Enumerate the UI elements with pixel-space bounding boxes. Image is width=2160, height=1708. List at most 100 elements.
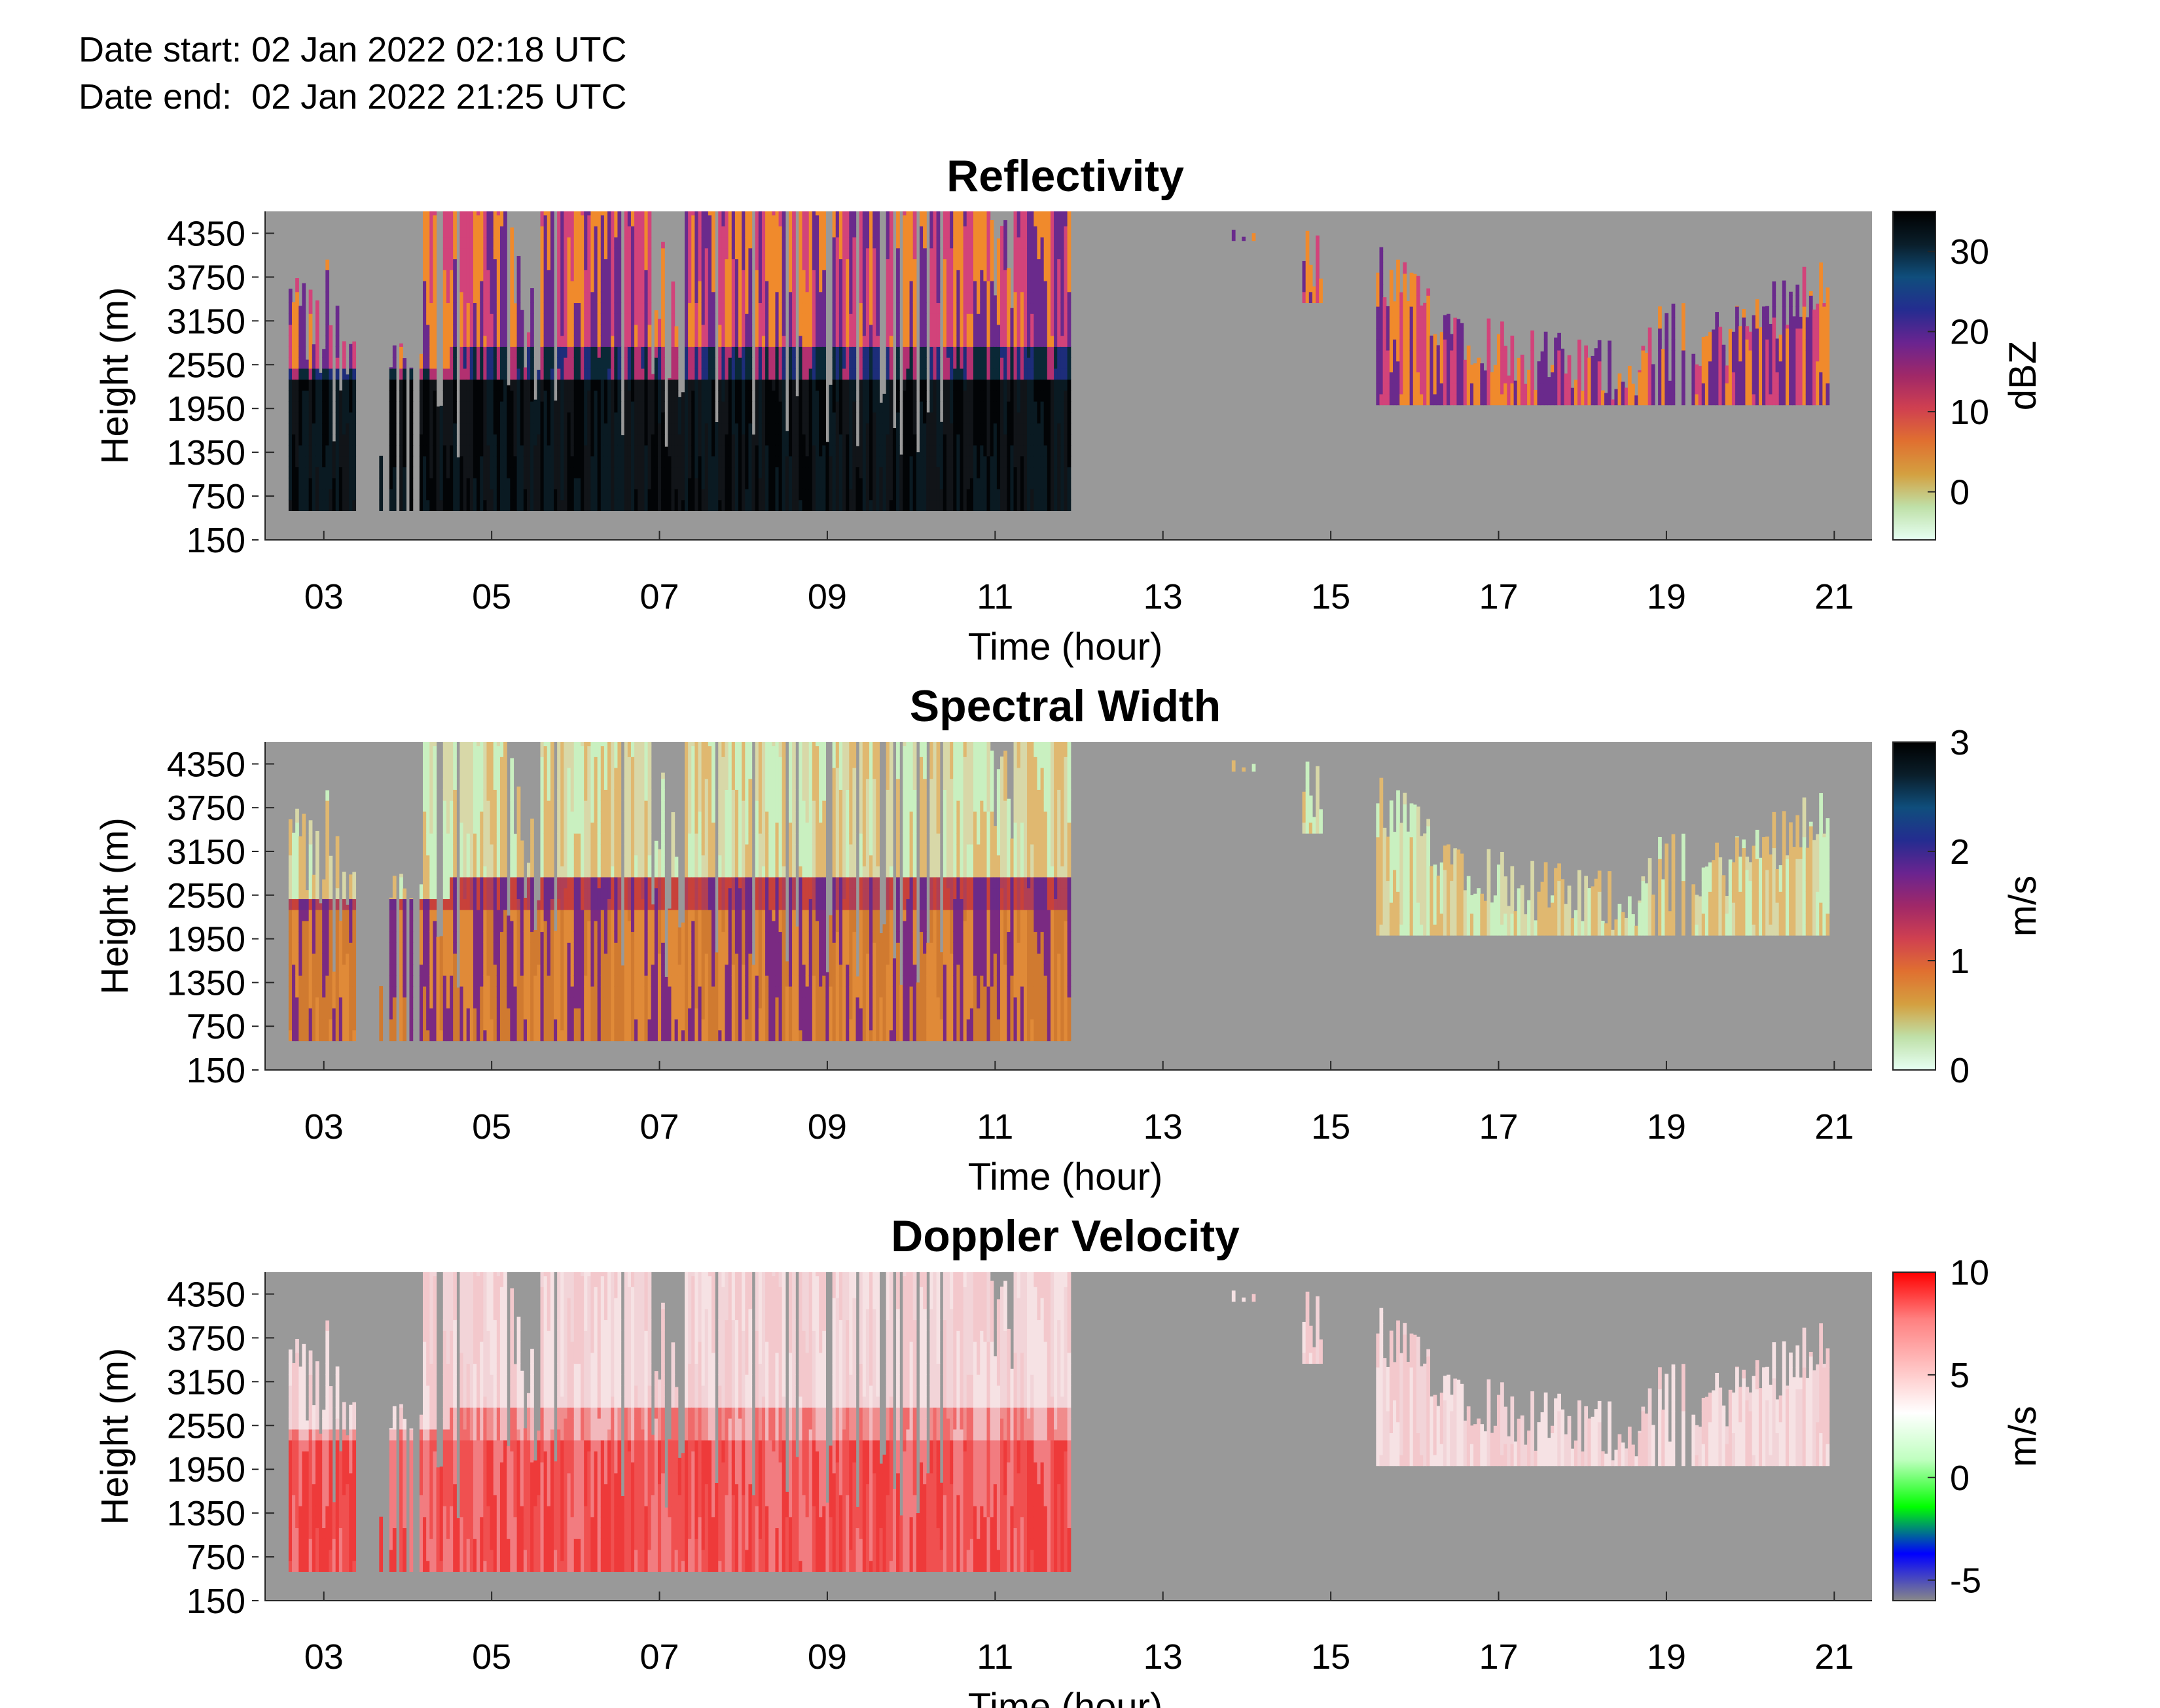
heatmap-cell xyxy=(533,499,537,511)
heatmap-cell xyxy=(654,412,658,424)
heatmap-cell xyxy=(302,346,306,358)
heatmap-cell xyxy=(547,368,551,380)
heatmap-cell xyxy=(647,302,652,314)
heatmap-cell xyxy=(439,455,444,468)
heatmap-cell xyxy=(597,401,602,413)
heatmap-cell xyxy=(499,346,504,358)
heatmap-cell xyxy=(933,357,937,369)
heatmap-cell xyxy=(392,346,397,358)
heatmap-cell xyxy=(873,434,876,446)
heatmap-cell xyxy=(469,258,474,270)
heatmap-cell xyxy=(933,423,937,435)
heatmap-cell xyxy=(738,226,742,238)
heatmap-cell xyxy=(600,423,605,435)
heatmap-cell xyxy=(322,467,326,478)
heatmap-cell xyxy=(493,324,497,336)
heatmap-cell xyxy=(691,237,695,249)
heatmap-cell xyxy=(630,499,635,511)
heatmap-cell xyxy=(882,412,887,424)
heatmap-cell xyxy=(477,258,480,270)
heatmap-cell xyxy=(849,302,853,314)
heatmap-cell xyxy=(808,211,813,216)
heatmap-cell xyxy=(966,357,971,369)
heatmap-cell xyxy=(969,211,974,216)
heatmap-cell xyxy=(990,455,994,468)
heatmap-cell xyxy=(1013,313,1018,325)
heatmap-cell xyxy=(684,412,689,424)
heatmap-cell xyxy=(936,401,941,413)
heatmap-cell xyxy=(694,478,699,489)
heatmap-cell xyxy=(956,215,961,226)
heatmap-cell xyxy=(745,291,749,304)
heatmap-cell xyxy=(1027,302,1031,314)
heatmap-cell xyxy=(510,434,514,446)
heatmap-cell xyxy=(842,247,846,260)
heatmap-cell xyxy=(993,455,998,468)
heatmap-cell xyxy=(319,467,323,478)
heatmap-cell xyxy=(560,412,564,424)
heatmap-cell xyxy=(1020,324,1024,336)
heatmap-cell xyxy=(946,499,950,511)
heatmap-cell xyxy=(1043,444,1048,457)
heatmap-cell xyxy=(647,478,652,489)
heatmap-cell xyxy=(329,412,333,424)
heatmap-cell xyxy=(950,211,954,216)
heatmap-cell xyxy=(624,237,628,249)
heatmap-cell xyxy=(748,280,753,293)
heatmap-cell xyxy=(953,270,957,281)
heatmap-cell xyxy=(808,412,813,424)
heatmap-cell xyxy=(590,237,595,249)
heatmap-cell xyxy=(977,368,981,380)
heatmap-cell xyxy=(734,434,739,446)
heatmap-cell xyxy=(728,401,732,413)
heatmap-cell xyxy=(859,357,863,369)
heatmap-cell xyxy=(292,335,296,347)
heatmap-cell xyxy=(701,368,706,380)
heatmap-cell xyxy=(450,215,454,226)
heatmap-cell xyxy=(423,280,427,293)
heatmap-cell xyxy=(419,412,423,424)
heatmap-cell xyxy=(503,423,507,435)
heatmap-cell xyxy=(647,291,652,304)
heatmap-cell xyxy=(288,401,293,413)
heatmap-cell xyxy=(496,237,501,249)
heatmap-cell xyxy=(889,335,893,347)
heatmap-cell xyxy=(865,390,870,402)
heatmap-cell xyxy=(869,434,873,446)
heatmap-cell xyxy=(684,211,689,216)
heatmap-cell xyxy=(335,368,340,380)
heatmap-cell xyxy=(1000,478,1004,489)
heatmap-cell xyxy=(634,423,638,435)
heatmap-cell xyxy=(540,357,545,369)
heatmap-cell xyxy=(547,346,551,358)
heatmap-cell xyxy=(691,434,695,446)
heatmap-cell xyxy=(822,247,826,260)
heatmap-cell xyxy=(929,313,934,325)
heatmap-cell xyxy=(607,237,611,249)
heatmap-cell xyxy=(584,211,588,216)
heatmap-cell xyxy=(1043,488,1048,501)
heatmap-cell xyxy=(1034,412,1038,424)
heatmap-cell xyxy=(644,302,649,314)
heatmap-cell xyxy=(772,302,776,314)
heatmap-cell xyxy=(728,390,732,402)
heatmap-cell xyxy=(322,455,326,468)
heatmap-cell xyxy=(459,346,464,358)
heatmap-cell xyxy=(332,499,336,511)
heatmap-cell xyxy=(352,346,357,358)
heatmap-cell xyxy=(630,455,635,468)
heatmap-cell xyxy=(815,247,819,260)
heatmap-cell xyxy=(698,412,702,424)
heatmap-cell xyxy=(624,211,628,216)
heatmap-cell xyxy=(792,390,796,402)
heatmap-cell xyxy=(442,357,447,369)
heatmap-cell xyxy=(1023,280,1028,293)
heatmap-cell xyxy=(919,335,924,347)
heatmap-cell xyxy=(923,488,927,501)
heatmap-cell xyxy=(701,226,706,238)
heatmap-cell xyxy=(607,302,611,314)
heatmap-cell xyxy=(526,455,531,468)
heatmap-cell xyxy=(711,226,715,238)
heatmap-cell xyxy=(1003,467,1007,478)
heatmap-cell xyxy=(433,379,437,391)
